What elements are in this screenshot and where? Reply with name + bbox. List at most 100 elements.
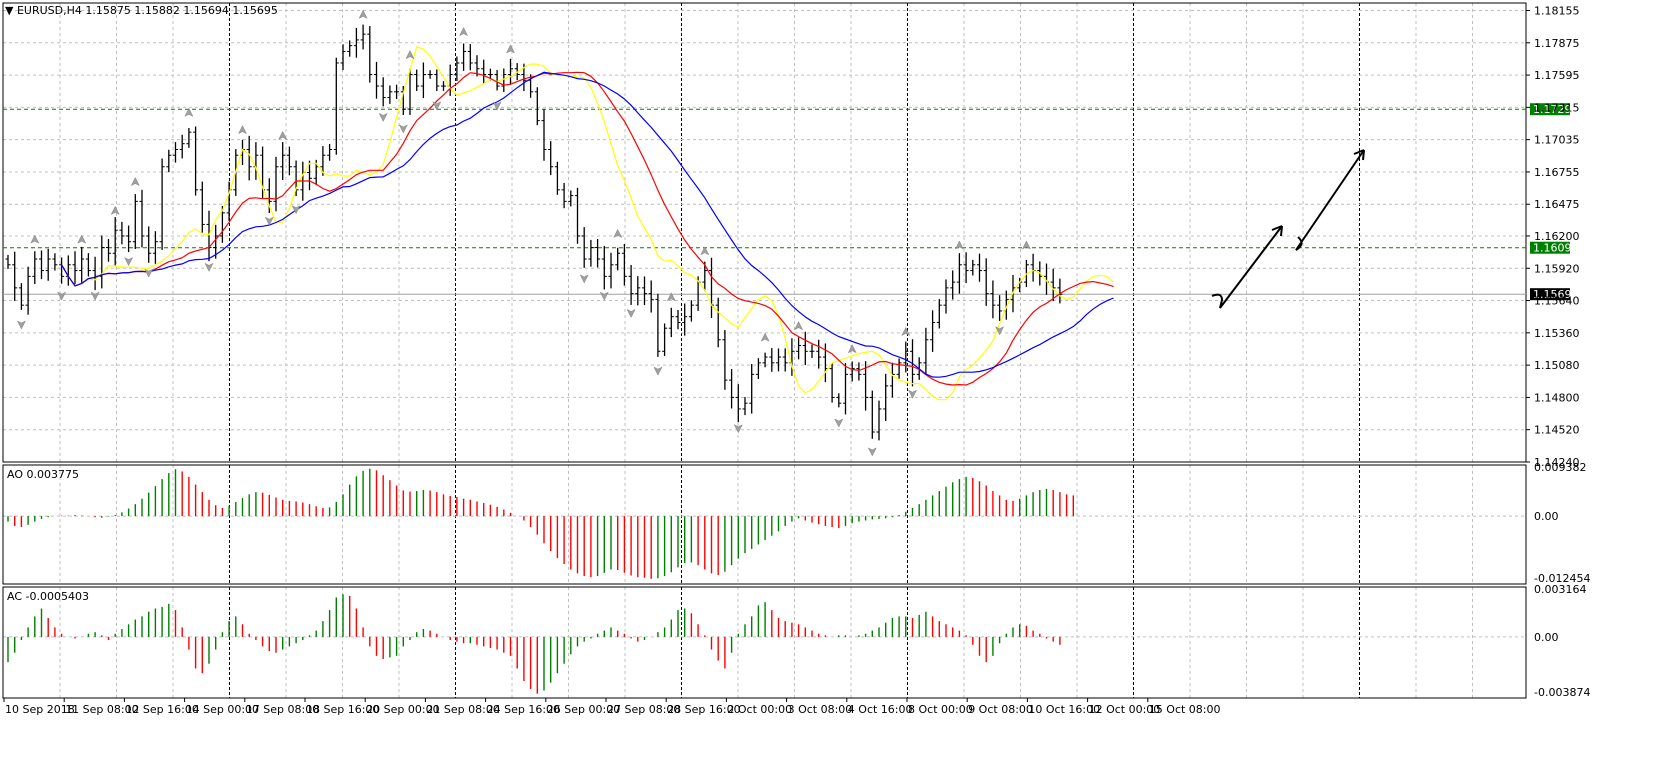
hand-drawn-arrow-line (1295, 149, 1365, 251)
fractal-down-arrow-icon (907, 389, 918, 399)
ac-histogram (7, 594, 1061, 694)
time-tick-label: 24 Sep 16:00 (487, 703, 560, 716)
grid-lines (3, 3, 1526, 698)
price-tick-label: 1.15920 (1534, 262, 1580, 275)
price-tick-label: 1.17875 (1534, 37, 1580, 50)
fractal-down-arrow-icon (204, 262, 214, 272)
panel-frame (2, 2, 1527, 463)
time-tick-label: 9 Oct 08:00 (968, 703, 1033, 716)
price-tick-label: 1.17035 (1534, 134, 1580, 147)
time-tick-label: 10 Oct 16:00 (1028, 703, 1100, 716)
time-tick-label: 12 Sep 16:00 (125, 703, 198, 716)
ao-label: AO 0.003775 (7, 468, 79, 481)
symbol-ohlc-label: EURUSD,H4 1.15875 1.15882 1.15694 1.1569… (16, 4, 278, 17)
fractal-up-arrow-icon (30, 234, 40, 244)
time-tick-label: 28 Sep 16:00 (667, 703, 740, 716)
fractal-up-arrow-icon (700, 246, 710, 256)
fractal-up-arrow-icon (130, 176, 140, 187)
oscillator-tick-label: 0.00 (1534, 631, 1559, 644)
moving-average-line (61, 71, 1114, 386)
fractal-up-arrow-icon (613, 228, 623, 238)
fractal-down-arrow-icon (492, 101, 502, 111)
fractal-down-arrow-icon (995, 326, 1005, 336)
hand-drawn-arrow-line (1211, 225, 1283, 309)
panel-frame (2, 586, 1527, 699)
time-tick-label: 15 Oct 08:00 (1149, 703, 1221, 716)
oscillator-tick-label: 0.00 (1534, 510, 1559, 523)
horizontal-levels: 1.17299 1.16098 1.15695 (3, 103, 1579, 301)
fractal-up-arrow-icon (954, 240, 964, 250)
fractal-down-arrow-icon (599, 291, 609, 301)
fractal-up-arrow-icon (278, 130, 288, 140)
time-tick-label: 14 Sep 00:00 (186, 703, 259, 716)
level-price-tag (1530, 241, 1570, 254)
time-tick-label: 17 Sep 08:00 (246, 703, 319, 716)
current-price-label: 1.15695 (1533, 288, 1579, 301)
fractal-down-arrow-icon (653, 366, 663, 376)
moving-averages (61, 46, 1114, 401)
fractal-up-arrow-icon (77, 234, 87, 244)
fractal-down-arrow-icon (264, 216, 274, 226)
fractal-up-arrow-icon (505, 44, 516, 54)
fractals (16, 9, 1031, 457)
fractal-down-arrow-icon (16, 320, 26, 330)
oscillator-tick-label: -0.003874 (1534, 686, 1590, 699)
dropdown-triangle-icon[interactable]: ▼ (5, 4, 14, 17)
price-axis: 1.18155 1.17875 1.17595 1.17315 1.17035 1.167… (1526, 4, 1590, 699)
fractal-down-arrow-icon (867, 447, 877, 457)
time-tick-label: 10 Sep 2018 (5, 703, 75, 716)
fractal-up-arrow-icon (847, 344, 857, 354)
symbol-header: ▼ EURUSD,H4 1.15875 1.15882 1.15694 1.15… (5, 4, 278, 17)
level-price-label: 1.17299 (1533, 103, 1579, 116)
price-tick-label: 1.16755 (1534, 166, 1580, 179)
price-tick-label: 1.18155 (1534, 4, 1580, 17)
time-tick-label: 2 Oct 00:00 (727, 703, 792, 716)
panel-frame (2, 464, 1527, 585)
price-tick-label: 1.16200 (1534, 230, 1580, 243)
fractal-down-arrow-icon (834, 418, 844, 428)
ao-histogram (7, 468, 1075, 579)
fractal-up-arrow-icon (237, 125, 248, 135)
fractal-up-arrow-icon (184, 107, 194, 117)
time-tick-label: 21 Sep 08:00 (426, 703, 499, 716)
fractal-down-arrow-icon (57, 291, 67, 301)
fractal-down-arrow-icon (432, 101, 442, 111)
time-tick-label: 3 Oct 08:00 (788, 703, 853, 716)
oscillator-tick-label: -0.012454 (1534, 572, 1590, 585)
hand-drawn-arrows (1211, 149, 1365, 309)
time-tick-label: 8 Oct 00:00 (908, 703, 973, 716)
current-price-tag (1530, 288, 1570, 301)
hand-drawn-arrow-head (1353, 149, 1365, 161)
price-tick-label: 1.16475 (1534, 198, 1580, 211)
time-tick-label: 4 Oct 16:00 (848, 703, 913, 716)
time-tick-label: 20 Sep 00:00 (366, 703, 439, 716)
price-tick-label: 1.17315 (1534, 101, 1580, 114)
fractal-up-arrow-icon (1021, 240, 1031, 250)
fractal-up-arrow-icon (110, 205, 120, 215)
fractal-down-arrow-icon (626, 308, 636, 319)
price-tick-label: 1.15360 (1534, 327, 1580, 340)
fractal-up-arrow-icon (405, 50, 415, 60)
fractal-up-arrow-icon (358, 9, 368, 19)
time-tick-label: 12 Oct 00:00 (1089, 703, 1161, 716)
fractal-down-arrow-icon (378, 112, 388, 122)
price-tick-label: 1.14520 (1534, 424, 1580, 437)
oscillator-tick-label: 0.009382 (1534, 461, 1587, 474)
fractal-down-arrow-icon (144, 268, 154, 278)
fractal-down-arrow-icon (398, 124, 408, 134)
fractal-up-arrow-icon (794, 321, 804, 331)
price-tick-label: 1.17595 (1534, 69, 1580, 82)
price-tick-label: 1.15080 (1534, 359, 1580, 372)
level-price-tag (1530, 103, 1570, 116)
time-tick-label: 11 Sep 08:00 (65, 703, 138, 716)
moving-average-line (61, 46, 1114, 401)
time-tick-label: 18 Sep 16:00 (306, 703, 379, 716)
fractal-up-arrow-icon (666, 292, 676, 302)
fractal-down-arrow-icon (733, 424, 743, 434)
fractal-down-arrow-icon (124, 257, 134, 267)
ac-label: AC -0.0005403 (7, 590, 89, 603)
time-tick-label: 26 Sep 00:00 (547, 703, 620, 716)
fractal-down-arrow-icon (579, 274, 589, 284)
